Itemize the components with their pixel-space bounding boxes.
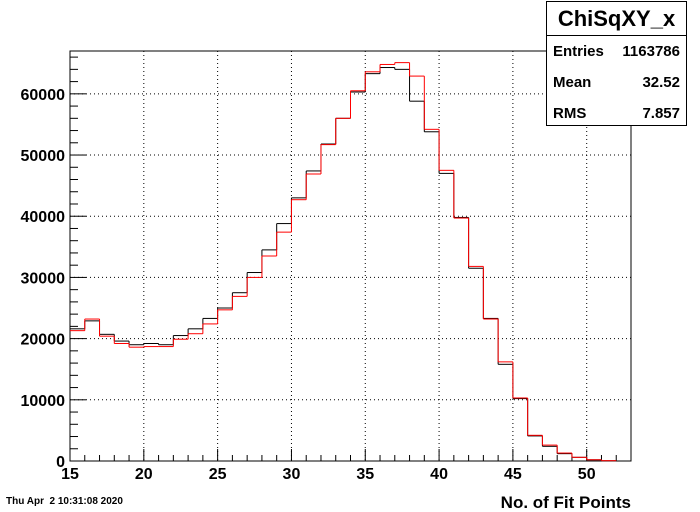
x-tick-label: 30	[283, 466, 301, 483]
series-group	[70, 62, 617, 462]
x-tick-label: 45	[504, 466, 522, 483]
stats-title: ChiSqXY_x	[547, 2, 686, 36]
x-tick-label: 40	[430, 466, 448, 483]
y-tick-label: 0	[56, 454, 65, 471]
rms-value: 7.857	[642, 105, 680, 122]
x-tick-label: 35	[356, 466, 374, 483]
stats-box: ChiSqXY_x Entries 1163786 Mean 32.52 RMS…	[546, 1, 687, 126]
y-tick-label: 50000	[21, 148, 66, 165]
y-tick-label: 20000	[21, 332, 66, 349]
x-tick-label: 20	[135, 466, 153, 483]
stats-mean-row: Mean 32.52	[547, 67, 686, 98]
rms-label: RMS	[553, 105, 587, 122]
axis-ticks	[69, 56, 617, 462]
mean-label: Mean	[553, 74, 592, 91]
y-tick-label: 60000	[21, 87, 66, 104]
series-0-group	[70, 67, 617, 462]
stats-entries-row: Entries 1163786	[547, 36, 686, 67]
x-tick-label: 25	[209, 466, 227, 483]
entries-label: Entries	[553, 43, 604, 60]
x-axis-title: No. of Fit Points	[501, 493, 631, 512]
y-tick-label: 10000	[21, 393, 66, 410]
y-tick-label: 30000	[21, 270, 66, 287]
mean-value: 32.52	[642, 74, 680, 91]
series-1-group	[70, 62, 617, 462]
stats-rms-row: RMS 7.857	[547, 98, 686, 129]
entries-value: 1163786	[622, 43, 680, 60]
timestamp: Thu Apr 2 10:31:08 2020	[6, 496, 123, 507]
x-tick-label: 50	[578, 466, 596, 483]
x-tick-label: 15	[61, 466, 79, 483]
y-tick-label: 40000	[21, 209, 66, 226]
tick-labels: 15 20 25 30 35 40 45 50 0 10000 20000 30000 40000 500…	[21, 87, 596, 483]
